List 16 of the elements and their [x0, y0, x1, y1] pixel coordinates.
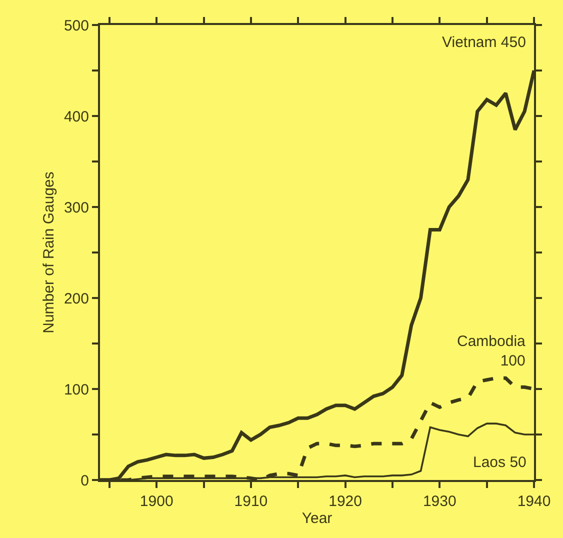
y-tick-label: 500: [64, 17, 89, 34]
x-axis-title: Year: [302, 510, 332, 527]
annotation: Laos 50: [473, 454, 526, 471]
x-tick-label: 1900: [140, 493, 174, 510]
x-tick-label: 1920: [328, 493, 362, 510]
y-tick-label: 400: [64, 108, 89, 126]
x-tick-label: 1930: [422, 493, 456, 510]
annotation: Cambodia 100: [457, 333, 526, 370]
y-tick-label: 0: [80, 472, 89, 490]
y-axis-title: Number of Rain Gauges: [40, 172, 58, 334]
x-tick-label: 1910: [234, 493, 268, 510]
y-tick-label: 200: [64, 290, 89, 308]
y-tick-label: 100: [64, 381, 89, 398]
x-tick-label: 1940: [517, 493, 551, 510]
y-tick-label: 300: [64, 199, 89, 216]
annotation: Vietnam 450: [442, 34, 526, 51]
